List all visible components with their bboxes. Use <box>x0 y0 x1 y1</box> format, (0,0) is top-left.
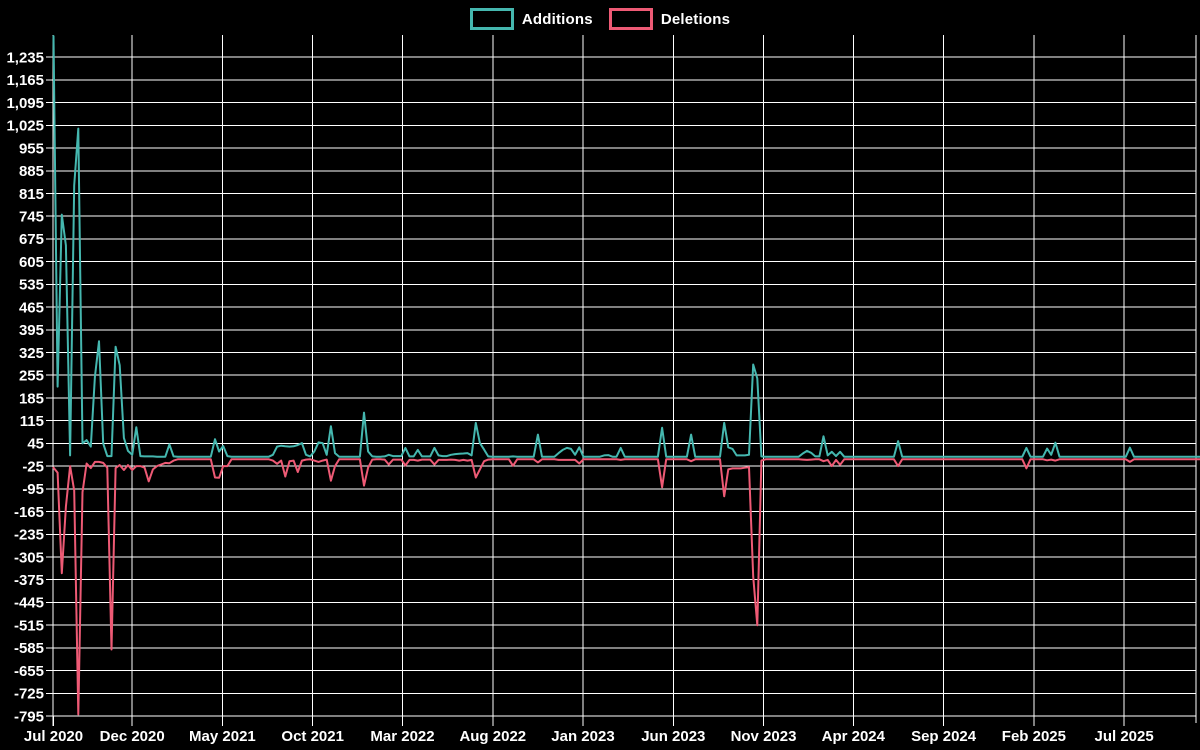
deletions-swatch-icon <box>608 8 653 30</box>
svg-text:Jan 2023: Jan 2023 <box>551 728 614 745</box>
svg-text:Jul 2020: Jul 2020 <box>24 728 83 745</box>
svg-text:535: 535 <box>19 277 44 294</box>
svg-text:1,095: 1,095 <box>6 95 44 112</box>
svg-text:885: 885 <box>19 163 44 180</box>
legend-item-deletions[interactable]: Deletions <box>608 8 731 30</box>
svg-text:Sep 2024: Sep 2024 <box>911 728 977 745</box>
svg-text:1,235: 1,235 <box>6 49 44 66</box>
svg-text:-305: -305 <box>14 549 44 566</box>
svg-text:Oct 2021: Oct 2021 <box>281 728 344 745</box>
legend-label-additions: Additions <box>521 10 593 28</box>
svg-text:1,025: 1,025 <box>6 118 44 135</box>
svg-text:Nov 2023: Nov 2023 <box>731 728 797 745</box>
svg-text:675: 675 <box>19 231 44 248</box>
svg-text:-655: -655 <box>14 663 44 680</box>
svg-text:115: 115 <box>20 413 44 430</box>
svg-text:Mar 2022: Mar 2022 <box>370 728 434 745</box>
additions-swatch-icon <box>469 8 514 30</box>
svg-text:955: 955 <box>19 140 44 157</box>
svg-text:Jul 2025: Jul 2025 <box>1094 728 1153 745</box>
svg-text:395: 395 <box>19 322 44 339</box>
legend-label-deletions: Deletions <box>660 10 731 28</box>
svg-text:-585: -585 <box>14 640 44 657</box>
svg-text:-95: -95 <box>22 481 44 498</box>
svg-text:-165: -165 <box>14 504 44 521</box>
svg-text:-725: -725 <box>14 686 44 703</box>
svg-text:-795: -795 <box>14 708 44 725</box>
svg-text:Apr 2024: Apr 2024 <box>822 728 886 745</box>
svg-text:45: 45 <box>27 436 44 453</box>
svg-text:1,165: 1,165 <box>6 72 44 89</box>
svg-text:Dec 2020: Dec 2020 <box>100 728 165 745</box>
svg-text:Jun 2023: Jun 2023 <box>641 728 705 745</box>
svg-text:Feb 2025: Feb 2025 <box>1002 728 1066 745</box>
chart-legend: Additions Deletions <box>0 8 1200 30</box>
svg-text:-25: -25 <box>22 458 44 475</box>
legend-item-additions[interactable]: Additions <box>469 8 593 30</box>
svg-text:-515: -515 <box>14 617 44 634</box>
svg-text:255: 255 <box>19 367 44 384</box>
svg-text:745: 745 <box>19 208 44 225</box>
svg-text:Aug 2022: Aug 2022 <box>459 728 526 745</box>
svg-text:-445: -445 <box>14 595 44 612</box>
svg-text:-235: -235 <box>14 527 44 544</box>
svg-text:185: 185 <box>19 390 44 407</box>
svg-text:-375: -375 <box>14 572 44 589</box>
svg-text:605: 605 <box>19 254 44 271</box>
svg-text:465: 465 <box>19 299 44 316</box>
svg-text:325: 325 <box>19 345 44 362</box>
svg-text:May 2021: May 2021 <box>189 728 256 745</box>
svg-text:815: 815 <box>19 186 44 203</box>
